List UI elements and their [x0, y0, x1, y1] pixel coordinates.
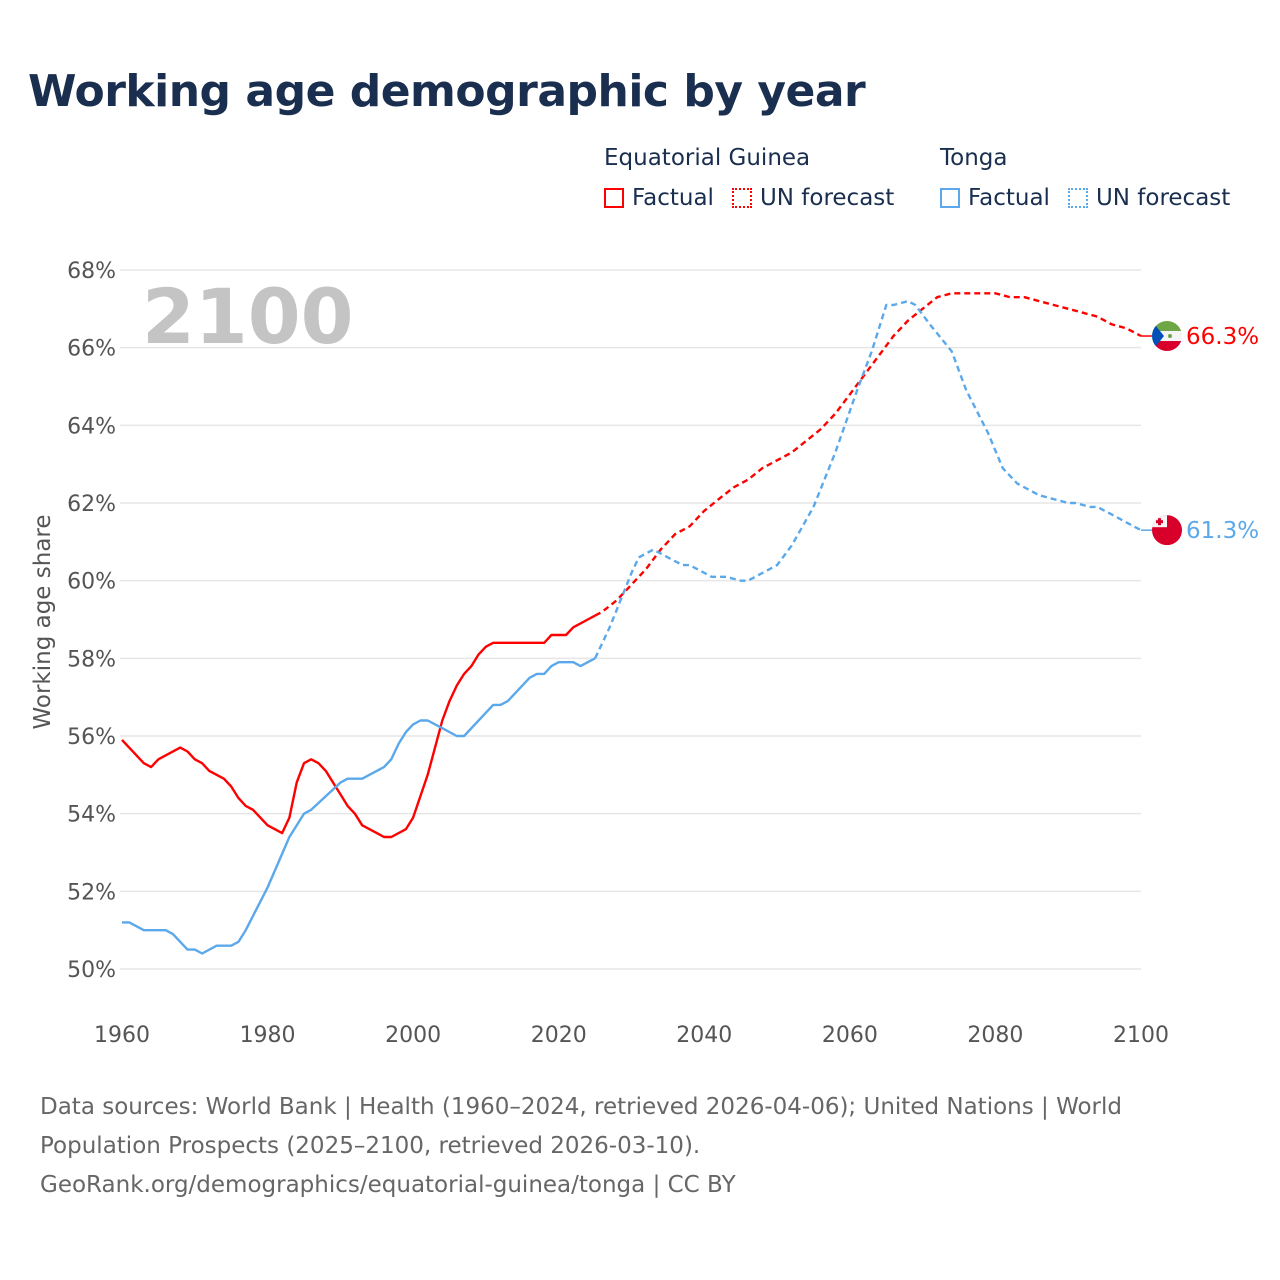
legend-label: Factual: [632, 185, 714, 211]
x-tick-label: 2080: [967, 1023, 1023, 1048]
flag-cross-h: [1156, 520, 1163, 524]
factual-line: [121, 614, 596, 839]
y-tick-label: 58%: [67, 647, 116, 672]
y-tick-label: 64%: [67, 414, 116, 439]
flag-body: [1152, 515, 1182, 546]
factual-line: [122, 657, 596, 955]
legend-equatorial-guinea: Equatorial Guinea Factual UN forecast: [604, 145, 894, 211]
legend-item-factual[interactable]: Factual: [940, 185, 1050, 211]
source-link[interactable]: GeoRank.org/demographics/equatorial-guin…: [40, 1172, 736, 1198]
solid-swatch-icon: [604, 188, 624, 208]
flag-triangle: [1152, 321, 1164, 352]
x-tick-label: 2040: [676, 1023, 732, 1048]
legend-item-forecast[interactable]: UN forecast: [731, 185, 895, 211]
legend-tonga: Tonga Factual UN forecast: [940, 145, 1230, 211]
y-tick-label: 52%: [67, 880, 116, 905]
y-tick-label: 68%: [67, 259, 116, 284]
x-tick-label: 2020: [531, 1023, 587, 1048]
y-tick-label: 56%: [67, 725, 116, 750]
flag-stripe-green: [1152, 321, 1182, 332]
x-tick-label: 1960: [94, 1023, 150, 1048]
legend-label: UN forecast: [1095, 185, 1231, 211]
flag-stripe-red: [1152, 341, 1182, 352]
legend-country-label: Equatorial Guinea: [604, 145, 811, 171]
y-tick-label: 66%: [67, 337, 116, 362]
chart-title: Working age demographic by year: [28, 66, 866, 117]
forecast-line: [594, 292, 1142, 617]
y-tick-label: 50%: [67, 958, 116, 983]
legend-label: UN forecast: [759, 185, 895, 211]
data-sources: Data sources: World Bank | Health (1960–…: [40, 1094, 1122, 1159]
flag-body: [1152, 321, 1182, 352]
dotted-swatch-icon: [731, 188, 752, 208]
legend-item-forecast[interactable]: UN forecast: [1067, 185, 1231, 211]
x-tick-label: 2000: [385, 1023, 441, 1048]
flag-emblem: [1168, 334, 1172, 339]
y-axis-label: Working age share: [30, 514, 56, 729]
tonga-flag-icon: [1152, 515, 1182, 546]
y-tick-label: 54%: [67, 803, 116, 828]
dotted-swatch-icon: [1067, 188, 1088, 208]
x-tick-label: 2100: [1113, 1023, 1169, 1048]
y-tick-label: 62%: [67, 492, 116, 517]
legend-label: Factual: [968, 185, 1050, 211]
year-watermark: 2100: [142, 272, 354, 361]
y-tick-label: 60%: [67, 570, 116, 595]
end-value-label: 61.3%: [1186, 518, 1259, 544]
x-tick-label: 1980: [240, 1023, 296, 1048]
footer: Data sources: World Bank | Health (1960–…: [40, 1088, 1220, 1205]
flag-stripe-white: [1152, 331, 1182, 342]
legend-item-factual[interactable]: Factual: [604, 185, 714, 211]
equatorial-guinea-flag-icon: [1152, 321, 1182, 352]
legend-country-label: Tonga: [940, 145, 1008, 171]
x-tick-label: 2060: [822, 1023, 878, 1048]
forecast-line: [594, 299, 1142, 659]
solid-swatch-icon: [940, 188, 960, 208]
end-value-label: 66.3%: [1186, 324, 1259, 350]
